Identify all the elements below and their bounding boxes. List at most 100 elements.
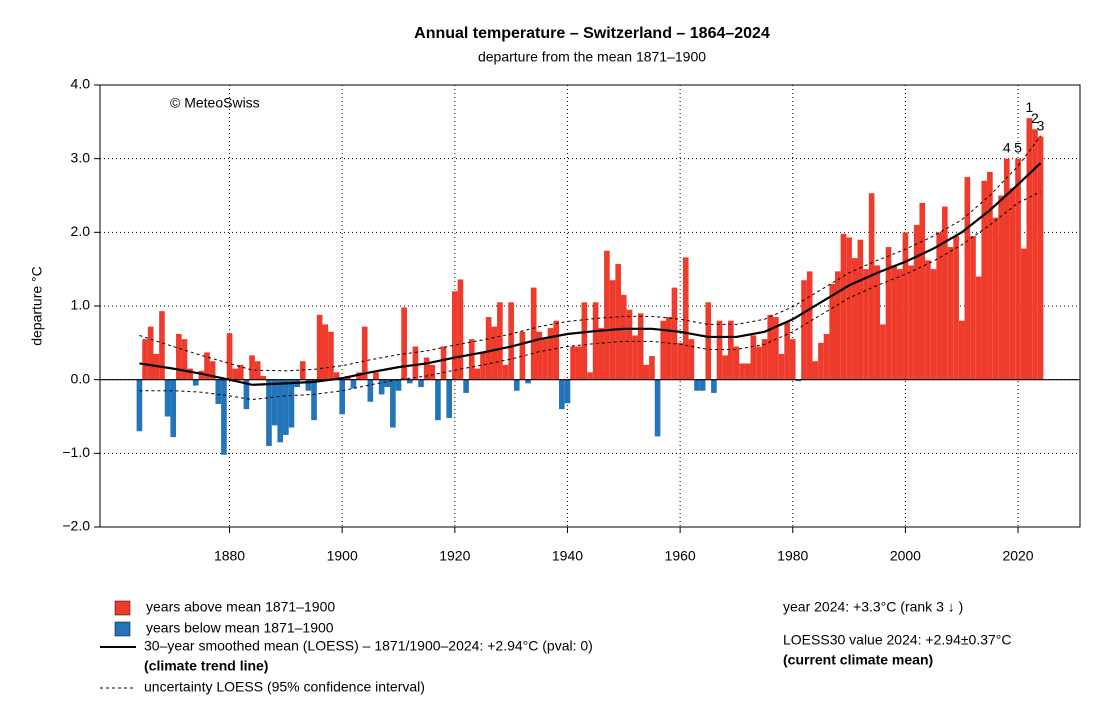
bar [637,313,644,380]
bar [480,351,486,380]
bar [620,294,627,380]
bar [564,379,571,404]
bar [497,302,503,380]
bar [750,335,757,380]
bar [846,237,852,380]
x-tick-label: 1920 [439,548,470,564]
rank-label: 5 [1014,139,1022,155]
bar [823,333,830,380]
bar [801,280,807,380]
legend-swatch-below [114,621,131,637]
x-tick-label: 2000 [890,548,921,564]
bar [187,368,193,380]
y-tick-label: −2.0 [62,518,90,534]
bar [440,346,447,380]
note: year 2024: +3.3°C (rank 3 ↓ ) [783,599,963,615]
bar [525,379,531,384]
bar [947,247,954,380]
bar [885,247,892,380]
bar [254,361,261,380]
y-tick-label: 0.0 [71,370,91,386]
bar [840,233,847,380]
bar [643,364,650,380]
rank-label: 4 [1003,139,1011,155]
bar [502,364,509,380]
plot-frame [99,84,1081,528]
bar [384,379,391,388]
bar [677,342,683,380]
bar [215,379,222,404]
bar [913,224,920,380]
bar [468,339,475,380]
bar [711,379,717,393]
bar [378,379,385,395]
bar [542,339,548,380]
bar [981,180,988,380]
bar [744,363,751,380]
x-tick-label: 2020 [1002,548,1033,564]
bar [767,314,774,380]
bar [226,333,233,380]
bar [727,320,734,380]
note: LOESS30 value 2024: +2.94±0.37°C [783,632,1012,648]
bar [958,320,965,380]
bar [964,177,971,380]
legend-label: (climate trend line) [144,658,268,674]
bar [756,346,762,380]
bar [789,339,796,380]
bar [333,372,340,380]
bar [649,356,655,380]
x-tick-label: 1960 [665,548,696,564]
bar [311,379,317,421]
bar [418,379,424,388]
bar [874,265,881,380]
bar [688,339,695,380]
bar [891,265,897,380]
bar [452,291,458,380]
bar [221,379,227,455]
bar [818,342,824,380]
bar [164,379,171,417]
bar [237,364,244,380]
bar [429,364,436,380]
bar [930,269,937,380]
rank-label: 3 [1037,117,1045,133]
bar [666,317,672,380]
bar [491,326,498,380]
bar [474,368,481,380]
bar [654,379,661,437]
bar [463,379,469,393]
bar [277,379,284,443]
bar [1009,188,1016,380]
bar [829,283,835,380]
trend-line [139,162,1042,386]
bar [508,302,514,380]
x-tick-label: 1880 [214,548,245,564]
y-tick-label: −1.0 [62,444,90,460]
bar [660,320,667,380]
bar [192,379,199,386]
bar [705,302,712,380]
bar [1015,158,1021,380]
bar [136,379,143,432]
bar [170,379,177,438]
bar [356,372,362,380]
rank-label: 1 [1025,99,1033,115]
bar [598,328,605,380]
bar [322,324,329,380]
bar [1026,118,1033,380]
chart-title: Annual temperature – Switzerland – 1864–… [414,25,770,42]
y-tick-label: 1.0 [71,297,91,313]
bar [361,326,368,380]
bar [204,352,210,380]
bar [395,379,402,391]
bar [142,339,148,380]
bar [733,346,740,380]
bar [1037,136,1044,380]
bar [513,379,520,391]
bar [401,307,407,380]
bar [761,339,768,380]
bar [159,311,165,380]
bar [390,379,396,428]
y-tick-label: 4.0 [71,76,91,92]
